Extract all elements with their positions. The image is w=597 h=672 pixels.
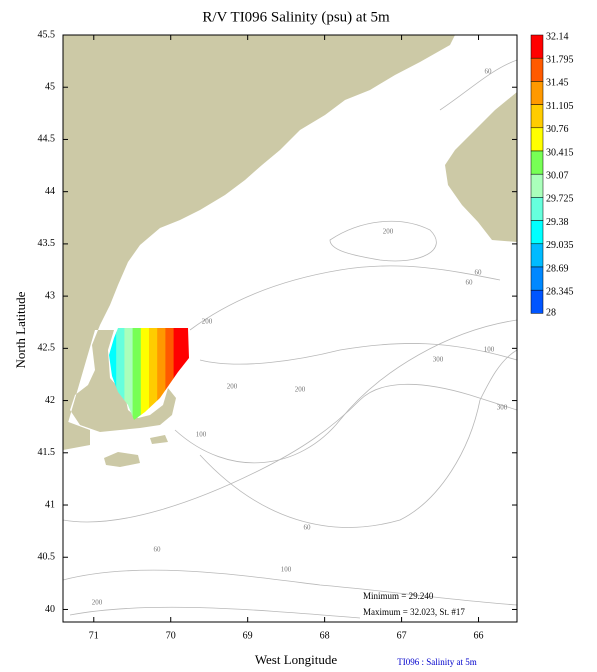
x-tick-label: 67 <box>397 630 407 641</box>
colorbar-box <box>530 57 544 82</box>
salinity-band <box>157 328 166 420</box>
contour-label: 200 <box>92 599 103 607</box>
colorbar-label: 28 <box>546 308 556 319</box>
colorbar-box <box>530 34 544 59</box>
y-tick-label: 43 <box>45 290 55 301</box>
contour-label: 60 <box>466 279 474 287</box>
colorbar-label: 29.38 <box>546 217 569 228</box>
colorbar-label: 29.035 <box>546 240 574 251</box>
colorbar-box <box>530 197 544 221</box>
salinity-band <box>165 328 174 420</box>
contour-label: 300 <box>433 356 444 364</box>
y-tick-label: 40.5 <box>38 552 56 563</box>
salinity-band <box>116 328 125 420</box>
y-tick-label: 43.5 <box>38 238 56 249</box>
contour-label: 100 <box>196 431 207 439</box>
colorbar-label: 31.45 <box>546 78 569 89</box>
footer: TI096 : Salinity at 5m <box>397 657 477 667</box>
contour-line <box>199 343 517 365</box>
coast-land <box>63 420 90 450</box>
annotation: Minimum = 29.240 <box>363 591 434 601</box>
y-tick-label: 40 <box>45 604 55 615</box>
x-tick-label: 69 <box>243 630 253 641</box>
contour-label: 300 <box>497 404 508 412</box>
colorbar-label: 31.795 <box>546 54 574 65</box>
y-tick-label: 45.5 <box>38 29 56 40</box>
contour-line <box>439 59 517 111</box>
contour-line <box>174 319 517 464</box>
colorbar-box <box>530 266 544 291</box>
salinity-band <box>140 328 150 420</box>
x-tick-label: 70 <box>166 630 176 641</box>
y-tick-label: 44.5 <box>38 134 56 145</box>
contour-label: 100 <box>484 346 495 354</box>
colorbar-box <box>530 173 544 198</box>
colorbar-label: 28.345 <box>546 286 574 297</box>
y-tick-label: 41 <box>45 499 55 510</box>
colorbar-box <box>530 127 544 152</box>
salinity-band <box>132 328 142 420</box>
contour-line <box>199 349 517 528</box>
colorbar-label: 28.69 <box>546 263 569 274</box>
y-axis-title: North Latitude <box>13 291 28 368</box>
colorbar-box <box>530 243 544 268</box>
salinity-band <box>109 328 117 420</box>
contour-label: 200 <box>227 383 238 391</box>
contour-label: 60 <box>475 269 483 277</box>
colorbar-label: 30.07 <box>546 170 569 181</box>
colorbar-label: 30.415 <box>546 147 574 158</box>
contour-label: 100 <box>281 566 292 574</box>
colorbar-box <box>530 104 544 129</box>
contour-label: 60 <box>485 68 493 76</box>
salinity-band <box>124 328 133 420</box>
x-tick-label: 71 <box>89 630 99 641</box>
contour-line <box>69 606 361 619</box>
island <box>104 452 140 467</box>
land <box>63 35 517 467</box>
y-tick-label: 44 <box>45 186 55 197</box>
x-tick-label: 66 <box>474 630 484 641</box>
contour-line <box>63 383 517 523</box>
island <box>150 435 168 444</box>
annotation: Maximum = 32.023, St. #17 <box>363 607 465 617</box>
colorbar-box <box>530 81 544 105</box>
contour-label: 60 <box>154 546 162 554</box>
contour-label: 200 <box>202 318 213 326</box>
contour-line <box>329 220 437 262</box>
salinity-band <box>149 328 158 420</box>
x-tick-label: 68 <box>320 630 330 641</box>
plot-frame <box>62 34 518 623</box>
map-title: R/V TI096 Salinity (psu) at 5m <box>202 9 390 25</box>
colorbar-box <box>530 150 544 175</box>
contour-label: 60 <box>304 524 312 532</box>
colorbar-box <box>530 289 544 314</box>
nova-scotia <box>445 92 517 242</box>
colorbar-label: 32.14 <box>546 31 569 42</box>
colorbar-box <box>530 220 544 245</box>
coast-land <box>63 35 455 440</box>
x-axis-title: West Longitude <box>255 652 338 667</box>
y-tick-label: 42 <box>45 395 55 406</box>
colorbar-label: 30.76 <box>546 124 569 135</box>
colorbar-label: 31.105 <box>546 101 574 112</box>
contour-line <box>63 569 517 606</box>
y-tick-label: 41.5 <box>38 447 56 458</box>
contour-line <box>189 265 501 331</box>
contour-label: 200 <box>383 228 394 236</box>
contour-label: 200 <box>295 386 306 394</box>
colorbar-label: 29.725 <box>546 194 574 205</box>
y-tick-label: 45 <box>45 82 55 93</box>
y-tick-label: 42.5 <box>38 343 56 354</box>
